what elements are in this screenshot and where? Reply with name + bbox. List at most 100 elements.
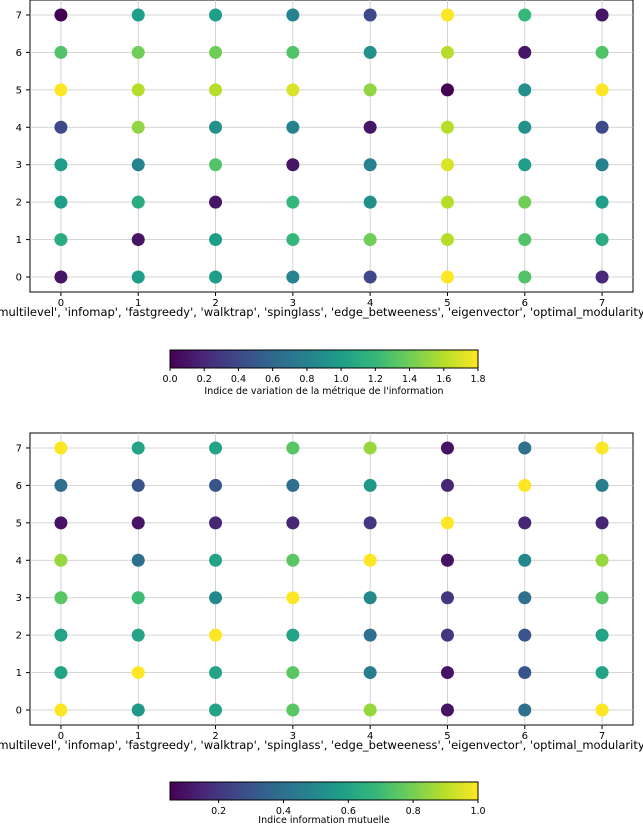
y-tick-label: 3 (16, 160, 22, 171)
data-point (595, 83, 609, 97)
data-point (286, 516, 300, 530)
colorbar-tick-label: 0.2 (197, 374, 212, 385)
data-point (363, 233, 377, 247)
data-point (131, 478, 145, 492)
data-point (363, 703, 377, 717)
data-point (595, 666, 609, 680)
data-point (440, 441, 454, 455)
data-point (595, 195, 609, 209)
x-ticks: 0 1 2 3 4 5 6 7 (58, 292, 605, 309)
data-point (595, 516, 609, 530)
data-point (209, 478, 223, 492)
data-point (209, 120, 223, 134)
data-point (54, 516, 68, 530)
data-point (518, 478, 532, 492)
y-ticks: 0 1 2 3 4 5 6 7 (16, 443, 30, 717)
plot-frame (29, 432, 634, 726)
colorbar-tick-label: 1.8 (470, 374, 485, 385)
data-point (54, 703, 68, 717)
colorbar-tick-label: 1.2 (368, 374, 383, 385)
data-point (54, 666, 68, 680)
colorbar-gradient (169, 781, 479, 801)
data-point (518, 628, 532, 642)
data-point (363, 158, 377, 172)
colorbar-tick-label: 0.0 (162, 374, 177, 385)
colorbar-tick-label: 0.4 (231, 374, 246, 385)
colorbar-tick-label: 0.8 (299, 374, 314, 385)
x-tick-label: 5 (444, 298, 450, 309)
data-point (595, 158, 609, 172)
colorbar: 0.0 0.2 0.4 0.6 0.8 1.0 1.2 1.4 1.6 1.8 Indice de… (162, 349, 486, 397)
data-point (440, 591, 454, 605)
data-point (131, 666, 145, 680)
data-point (54, 591, 68, 605)
data-point (440, 83, 454, 97)
data-point (363, 591, 377, 605)
data-point (54, 45, 68, 59)
data-point (440, 195, 454, 209)
x-axis-label: ['multilevel', 'infomap', 'fastgreedy', … (0, 738, 643, 752)
y-tick-label: 6 (16, 48, 22, 59)
data-point (363, 270, 377, 284)
y-tick-label: 2 (16, 631, 22, 642)
data-point (363, 45, 377, 59)
data-point (131, 591, 145, 605)
data-point (363, 8, 377, 22)
data-point (54, 83, 68, 97)
y-tick-label: 2 (16, 198, 22, 209)
data-point (131, 628, 145, 642)
data-point (209, 8, 223, 22)
colorbar: 0.2 0.4 0.6 0.8 1.0 Indice information mutue… (169, 781, 486, 826)
data-point (209, 591, 223, 605)
data-point (54, 270, 68, 284)
data-point (440, 628, 454, 642)
points (54, 8, 609, 284)
x-tick-label: 1 (135, 731, 141, 742)
data-point (518, 195, 532, 209)
data-point (131, 45, 145, 59)
data-point (518, 158, 532, 172)
data-point (595, 45, 609, 59)
data-point (595, 703, 609, 717)
x-tick-label: 0 (58, 298, 64, 309)
data-point (363, 666, 377, 680)
data-point (286, 8, 300, 22)
data-point (286, 45, 300, 59)
x-tick-label: 2 (212, 298, 218, 309)
data-point (286, 270, 300, 284)
x-tick-label: 6 (522, 298, 528, 309)
data-point (440, 45, 454, 59)
data-point (131, 120, 145, 134)
data-point (440, 8, 454, 22)
data-point (54, 158, 68, 172)
plot-frame (29, 0, 634, 293)
data-point (595, 441, 609, 455)
data-point (286, 120, 300, 134)
data-point (54, 195, 68, 209)
data-point (209, 83, 223, 97)
y-tick-label: 0 (16, 706, 22, 717)
y-tick-label: 1 (16, 235, 22, 246)
data-point (518, 591, 532, 605)
data-point (440, 553, 454, 567)
x-tick-label: 4 (367, 298, 373, 309)
data-point (363, 628, 377, 642)
x-tick-label: 5 (444, 731, 450, 742)
data-point (518, 553, 532, 567)
data-point (518, 516, 532, 530)
scatter-panel-variation: 0 1 2 3 4 5 6 7 0 1 2 3 4 5 6 7 ['multilevel', 'infoma… (0, 0, 643, 397)
data-point (131, 8, 145, 22)
data-point (363, 516, 377, 530)
data-point (518, 8, 532, 22)
data-point (131, 703, 145, 717)
data-point (54, 8, 68, 22)
data-point (209, 233, 223, 247)
data-point (595, 270, 609, 284)
data-point (440, 478, 454, 492)
data-point (209, 628, 223, 642)
colorbar-ticks: 0.2 0.4 0.6 0.8 1.0 (211, 800, 486, 817)
colorbar-ticks: 0.0 0.2 0.4 0.6 0.8 1.0 1.2 1.4 1.6 1.8 (162, 368, 486, 385)
x-tick-label: 3 (290, 731, 296, 742)
data-point (440, 120, 454, 134)
data-point (54, 441, 68, 455)
